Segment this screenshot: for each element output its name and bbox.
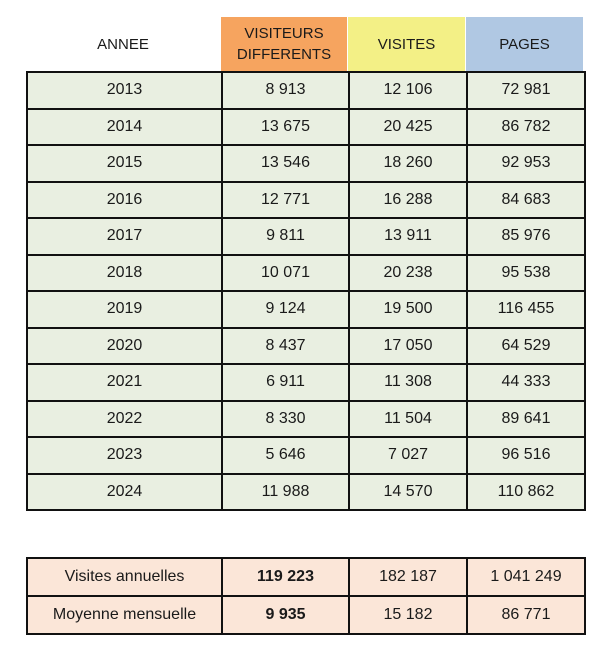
pages-cell: 72 981	[466, 71, 586, 110]
pages-cell: 89 641	[466, 399, 586, 438]
pages-cell: 96 516	[466, 436, 586, 475]
visiteurs-cell: 9 811	[221, 217, 350, 256]
table-row: 2013 8 913 12 106 72 981	[26, 71, 586, 110]
header-visites: VISITES	[348, 17, 465, 71]
visiteurs-cell: 11 988	[221, 472, 350, 511]
visiteurs-cell: 9 124	[221, 290, 350, 329]
visites-cell: 14 570	[348, 472, 468, 511]
totals-table: Visites annuelles 119 223 182 187 1 041 249…	[26, 557, 586, 635]
visites-cell: 17 050	[348, 326, 468, 365]
totals-visiteurs-cell: 119 223	[221, 557, 350, 597]
visites-cell: 11 504	[348, 399, 468, 438]
header-annee: ANNEE	[26, 17, 220, 71]
totals-visites-cell: 15 182	[348, 595, 468, 635]
totals-pages-cell: 86 771	[466, 595, 586, 635]
totals-body: Visites annuelles 119 223 182 187 1 041 249…	[26, 557, 586, 635]
visites-cell: 20 238	[348, 253, 468, 292]
visiteurs-cell: 10 071	[221, 253, 350, 292]
header-visiteurs-differents: VISITEURS DIFFERENTS	[221, 17, 347, 71]
header-pages: PAGES	[466, 17, 583, 71]
pages-cell: 95 538	[466, 253, 586, 292]
visites-cell: 19 500	[348, 290, 468, 329]
table-row: 2018 10 071 20 238 95 538	[26, 253, 586, 292]
table-row: 2014 13 675 20 425 86 782	[26, 107, 586, 146]
pages-cell: 44 333	[466, 363, 586, 402]
visiteurs-cell: 5 646	[221, 436, 350, 475]
visiteurs-cell: 13 546	[221, 144, 350, 183]
totals-pages-cell: 1 041 249	[466, 557, 586, 597]
year-cell: 2024	[26, 472, 223, 511]
visiteurs-cell: 12 771	[221, 180, 350, 219]
table-row: 2024 11 988 14 570 110 862	[26, 472, 586, 511]
visiteurs-cell: 8 330	[221, 399, 350, 438]
visites-cell: 16 288	[348, 180, 468, 219]
year-cell: 2014	[26, 107, 223, 146]
visites-cell: 13 911	[348, 217, 468, 256]
table-row: 2020 8 437 17 050 64 529	[26, 326, 586, 365]
pages-cell: 64 529	[466, 326, 586, 365]
table-row: 2022 8 330 11 504 89 641	[26, 399, 586, 438]
visiteurs-cell: 13 675	[221, 107, 350, 146]
visites-cell: 18 260	[348, 144, 468, 183]
year-cell: 2018	[26, 253, 223, 292]
table-row: 2021 6 911 11 308 44 333	[26, 363, 586, 402]
pages-cell: 110 862	[466, 472, 586, 511]
year-cell: 2022	[26, 399, 223, 438]
visites-cell: 12 106	[348, 71, 468, 110]
pages-cell: 84 683	[466, 180, 586, 219]
table-row: 2023 5 646 7 027 96 516	[26, 436, 586, 475]
totals-label-cell: Visites annuelles	[26, 557, 223, 597]
header-visiteurs-differents-label: VISITEURS DIFFERENTS	[236, 25, 332, 63]
table-row: 2017 9 811 13 911 85 976	[26, 217, 586, 256]
year-cell: 2013	[26, 71, 223, 110]
visiteurs-cell: 6 911	[221, 363, 350, 402]
year-cell: 2023	[26, 436, 223, 475]
table-row: 2019 9 124 19 500 116 455	[26, 290, 586, 329]
year-cell: 2020	[26, 326, 223, 365]
totals-row: Moyenne mensuelle 9 935 15 182 86 771	[26, 595, 586, 635]
visites-cell: 11 308	[348, 363, 468, 402]
visites-cell: 7 027	[348, 436, 468, 475]
visites-cell: 20 425	[348, 107, 468, 146]
year-cell: 2017	[26, 217, 223, 256]
pages-cell: 116 455	[466, 290, 586, 329]
totals-label-cell: Moyenne mensuelle	[26, 595, 223, 635]
year-cell: 2019	[26, 290, 223, 329]
pages-cell: 85 976	[466, 217, 586, 256]
pages-cell: 92 953	[466, 144, 586, 183]
yearly-stats-table: 2013 8 913 12 106 72 981 2014 13 675 20 425 86 …	[26, 71, 586, 511]
totals-visiteurs-cell: 9 935	[221, 595, 350, 635]
yearly-stats-body: 2013 8 913 12 106 72 981 2014 13 675 20 425 86 …	[26, 71, 586, 511]
table-row: 2015 13 546 18 260 92 953	[26, 144, 586, 183]
table-row: 2016 12 771 16 288 84 683	[26, 180, 586, 219]
pages-cell: 86 782	[466, 107, 586, 146]
year-cell: 2015	[26, 144, 223, 183]
visiteurs-cell: 8 437	[221, 326, 350, 365]
year-cell: 2021	[26, 363, 223, 402]
year-cell: 2016	[26, 180, 223, 219]
visiteurs-cell: 8 913	[221, 71, 350, 110]
totals-visites-cell: 182 187	[348, 557, 468, 597]
totals-row: Visites annuelles 119 223 182 187 1 041 249	[26, 557, 586, 597]
